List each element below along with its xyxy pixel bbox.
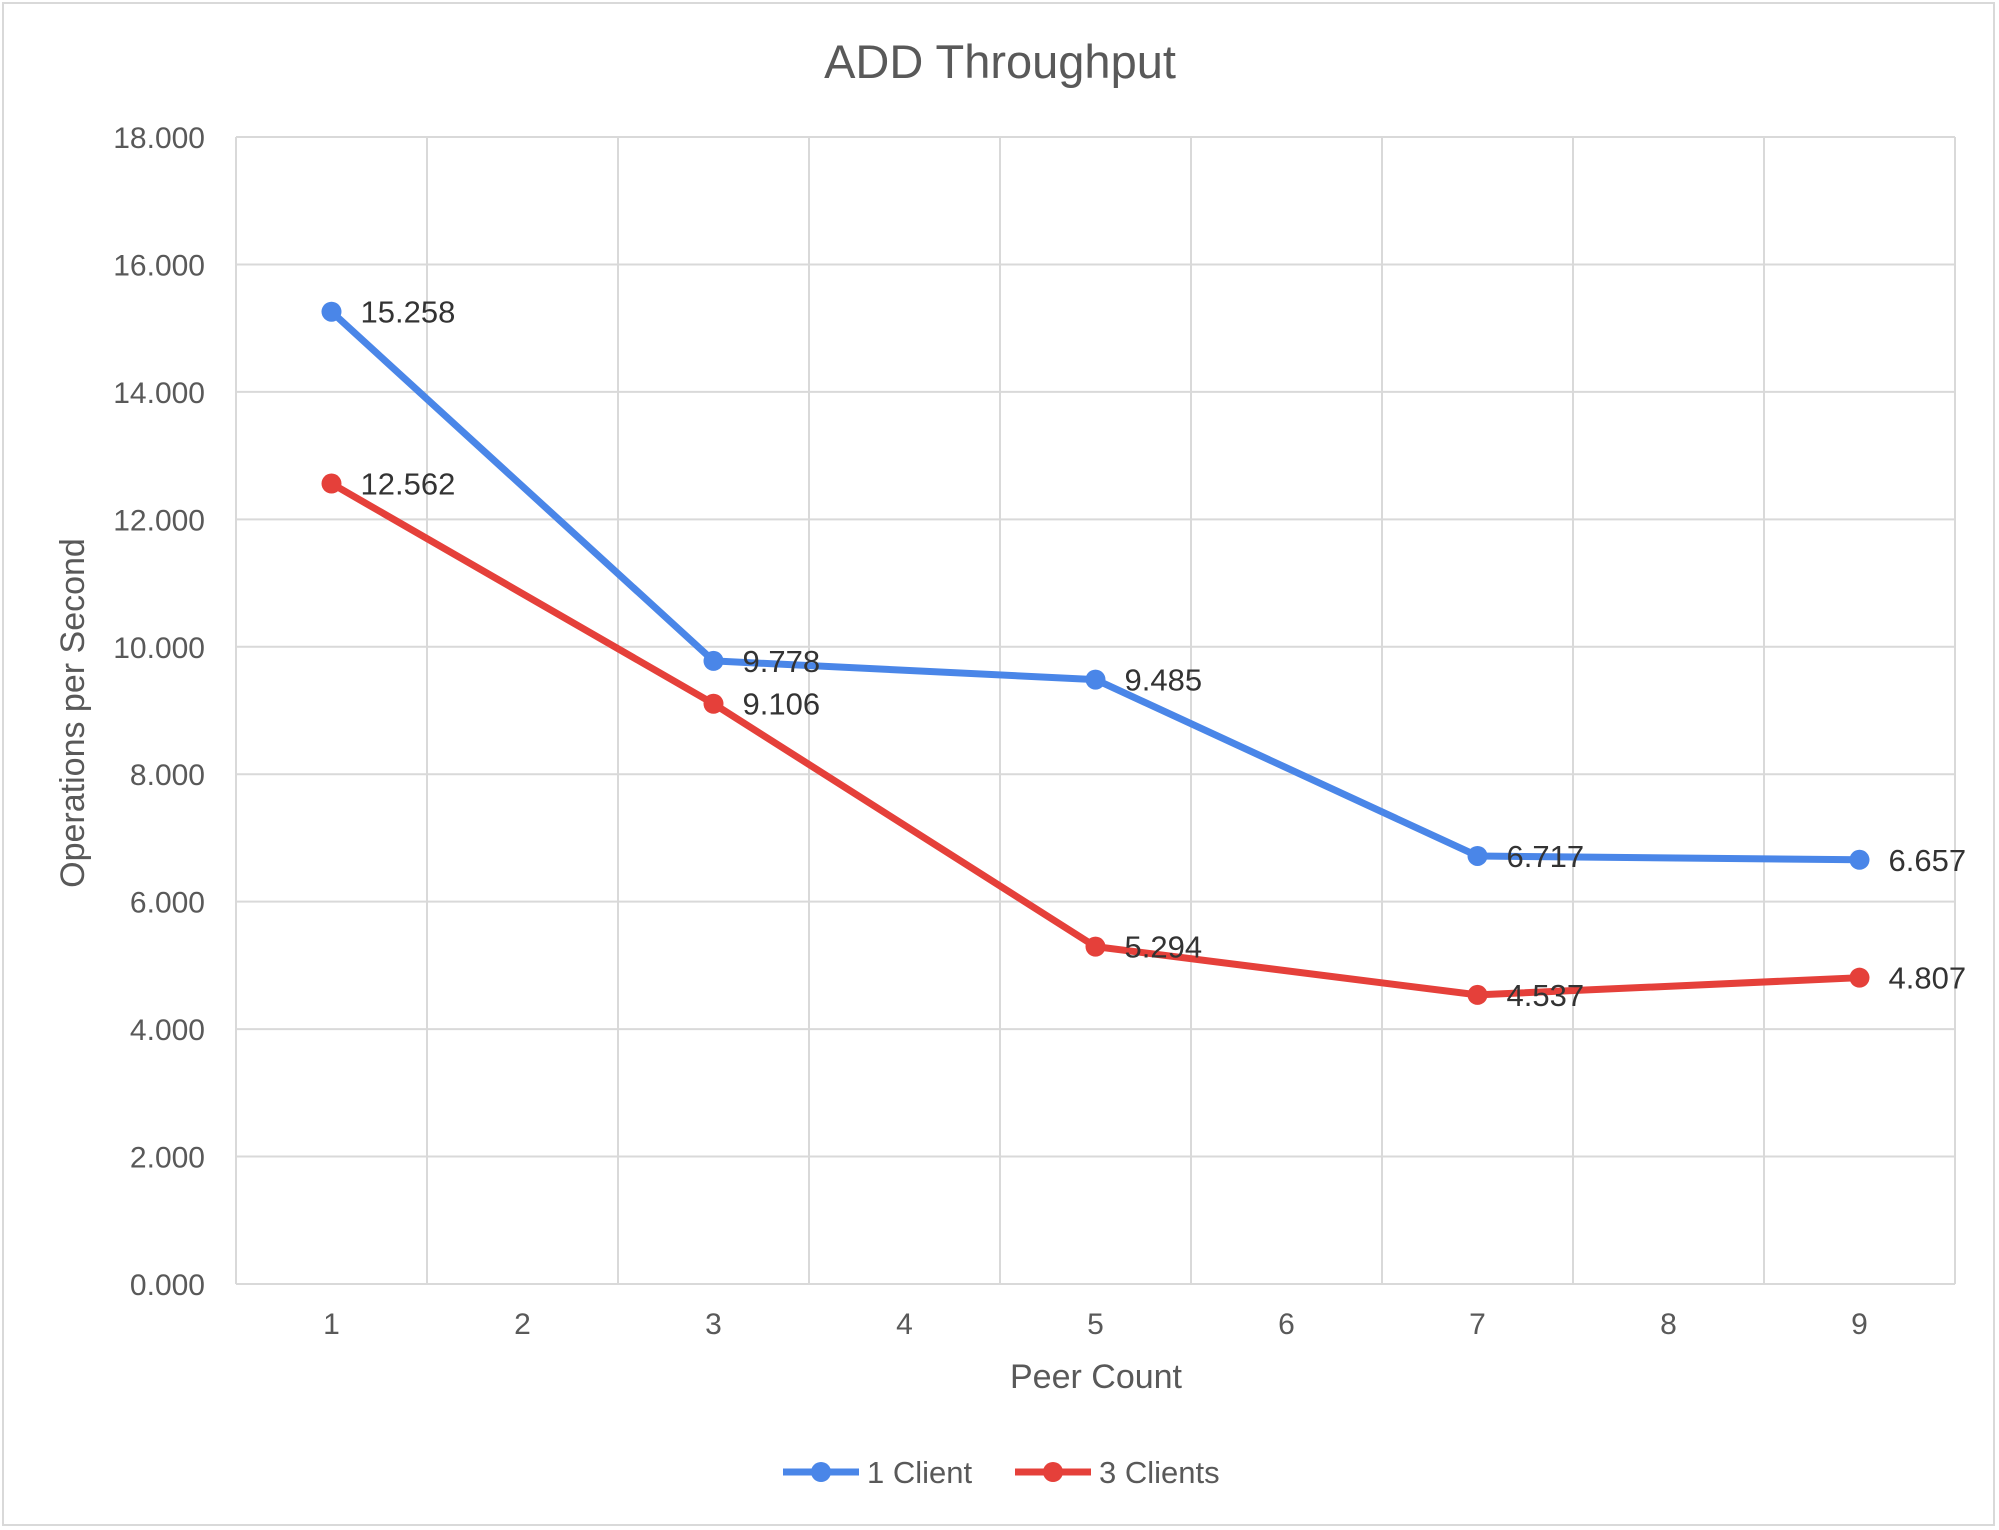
- data-point-3-clients: [1849, 967, 1870, 988]
- data-label-1-client: 6.657: [1889, 843, 1967, 878]
- data-label-1-client: 6.717: [1507, 839, 1585, 874]
- data-label-1-client: 9.485: [1125, 663, 1203, 698]
- series-layer: [321, 301, 1870, 1005]
- legend-marker-3-clients: [1043, 1462, 1063, 1482]
- data-label-3-clients: 5.294: [1125, 930, 1203, 965]
- x-tick-label: 1: [323, 1308, 340, 1341]
- legend: 1 Client 3 Clients: [783, 1455, 1220, 1490]
- series-line-1-client: [328, 308, 1863, 864]
- x-tick-label: 5: [1087, 1308, 1104, 1341]
- gridlines: [235, 136, 1956, 1285]
- data-point-1-client: [321, 301, 342, 322]
- data-point-1-client: [1085, 669, 1106, 690]
- data-point-1-client: [1467, 845, 1488, 866]
- y-tick-label: 2.000: [130, 1142, 205, 1175]
- y-axis-title: Operations per Second: [54, 538, 92, 888]
- y-tick-label: 0.000: [130, 1269, 205, 1302]
- x-axis-title: Peer Count: [1010, 1358, 1183, 1396]
- data-point-1-client: [703, 650, 724, 671]
- legend-marker-1-client: [811, 1462, 831, 1482]
- x-tick-label: 9: [1851, 1308, 1868, 1341]
- x-axis-ticks: 1 2 3 4 5 6 7 8 9: [323, 1308, 1868, 1341]
- data-label-3-clients: 4.537: [1507, 978, 1585, 1013]
- data-label-3-clients: 9.106: [743, 687, 821, 722]
- x-tick-label: 4: [896, 1308, 913, 1341]
- y-tick-label: 14.000: [113, 377, 205, 410]
- y-tick-label: 12.000: [113, 504, 205, 537]
- y-axis-ticks: 0.000 2.000 4.000 6.000 8.000 10.000 12.000 14.…: [113, 122, 205, 1302]
- x-tick-label: 3: [705, 1308, 722, 1341]
- x-tick-label: 7: [1469, 1308, 1486, 1341]
- data-label-3-clients: 12.562: [361, 467, 456, 502]
- data-labels: 15.258 9.778 9.485 6.717 6.657 12.562 9.106 5.2…: [361, 295, 1967, 1013]
- y-tick-label: 8.000: [130, 759, 205, 792]
- y-tick-label: 4.000: [130, 1014, 205, 1047]
- data-label-1-client: 15.258: [361, 295, 456, 330]
- y-tick-label: 16.000: [113, 249, 205, 282]
- data-point-3-clients: [321, 473, 342, 494]
- x-tick-label: 2: [514, 1308, 531, 1341]
- data-label-1-client: 9.778: [743, 644, 821, 679]
- series-line-3-clients: [328, 480, 1863, 999]
- x-tick-label: 8: [1660, 1308, 1677, 1341]
- x-tick-label: 6: [1278, 1308, 1295, 1341]
- y-tick-label: 18.000: [113, 122, 205, 155]
- data-point-3-clients: [1467, 984, 1488, 1005]
- chart-title: ADD Throughput: [824, 35, 1176, 88]
- legend-label-1-client: 1 Client: [867, 1455, 972, 1490]
- y-tick-label: 10.000: [113, 632, 205, 665]
- y-tick-label: 6.000: [130, 887, 205, 920]
- data-point-1-client: [1849, 849, 1870, 870]
- data-point-3-clients: [703, 693, 724, 714]
- legend-label-3-clients: 3 Clients: [1099, 1455, 1220, 1490]
- data-point-3-clients: [1085, 936, 1106, 957]
- data-label-3-clients: 4.807: [1889, 961, 1967, 996]
